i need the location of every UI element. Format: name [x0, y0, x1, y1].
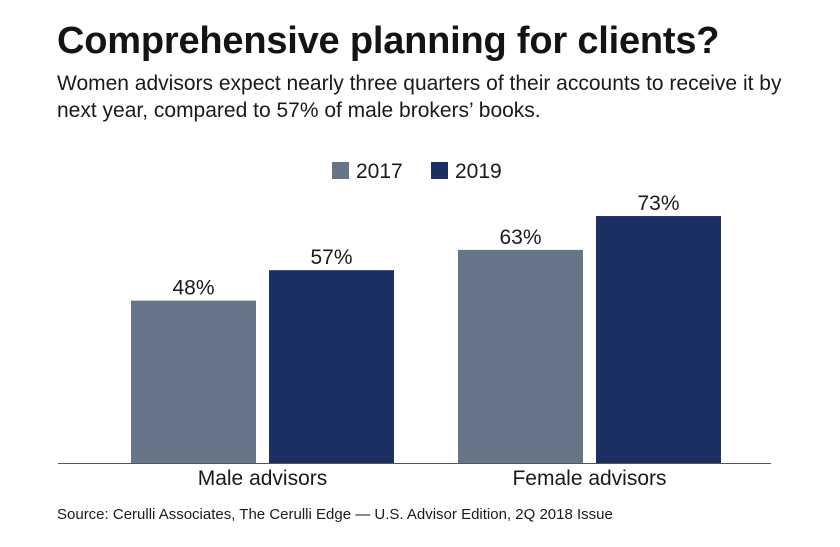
bar-female-advisors-2019: [596, 216, 721, 463]
data-label: 48%: [172, 277, 214, 300]
legend-label-2019: 2019: [455, 160, 502, 183]
x-tick-label: Female advisors: [512, 467, 666, 490]
chart-subtitle: Women advisors expect nearly three quart…: [57, 72, 782, 122]
bar-female-advisors-2017: [458, 249, 583, 463]
bar-male-advisors-2017: [131, 300, 256, 463]
source-note: Source: Cerulli Associates, The Cerulli …: [57, 506, 613, 523]
legend-label-2017: 2017: [356, 160, 403, 183]
legend-swatch-2019: [431, 162, 448, 179]
x-tick-label: Male advisors: [198, 467, 328, 490]
data-label: 57%: [310, 246, 352, 269]
data-label: 63%: [499, 226, 541, 249]
bar-male-advisors-2019: [269, 270, 394, 463]
chart-title: Comprehensive planning for clients?: [57, 20, 720, 62]
data-label: 73%: [637, 192, 679, 215]
legend-swatch-2017: [332, 162, 349, 179]
